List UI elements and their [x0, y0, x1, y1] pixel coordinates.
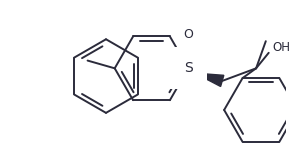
Text: S: S — [184, 61, 193, 75]
Text: O: O — [183, 28, 193, 41]
Text: OH: OH — [273, 41, 290, 54]
Polygon shape — [195, 73, 224, 86]
